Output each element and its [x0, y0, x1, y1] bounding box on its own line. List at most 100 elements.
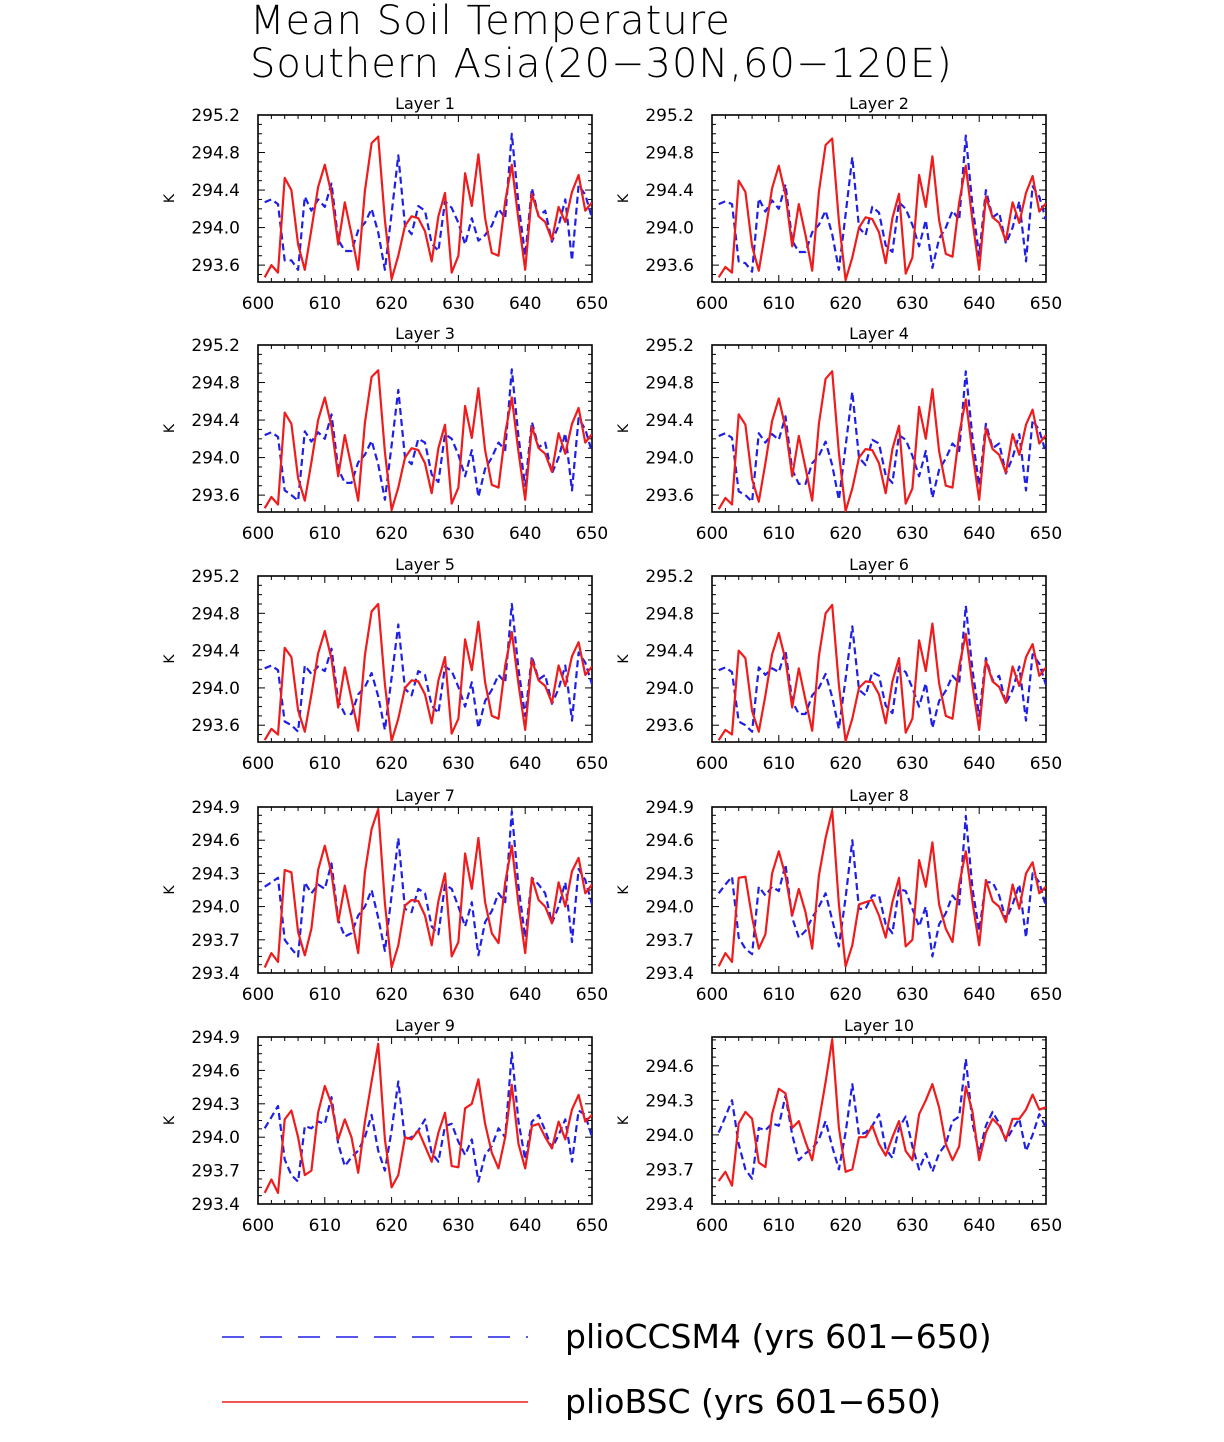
- x-tick-label: 600: [242, 294, 274, 314]
- y-tick-label: 294.4: [191, 642, 240, 662]
- y-tick-label: 295.2: [645, 567, 694, 587]
- y-tick-label: 293.6: [645, 256, 694, 276]
- x-tick-label: 600: [696, 294, 728, 314]
- y-tick-label: 294.3: [645, 1091, 694, 1111]
- x-tick-label: 610: [309, 754, 341, 774]
- x-tick-label: 640: [509, 294, 541, 314]
- y-tick-label: 294.6: [191, 1061, 240, 1081]
- panel-title: Layer 8: [849, 786, 909, 805]
- plot-frame: [711, 575, 1047, 743]
- y-tick-label: 293.6: [191, 486, 240, 506]
- series-line-bsc: [717, 809, 1046, 968]
- x-tick-label: 650: [1030, 985, 1062, 1005]
- charts-grid: Layer 1 K 600 610 620 630 640 650 293.6 294.0 294.…: [162, 94, 1062, 1236]
- y-axis-label: K: [616, 193, 632, 203]
- y-tick-label: 294.3: [191, 864, 240, 884]
- y-tick-label: 294.0: [191, 219, 240, 239]
- x-tick-label: 600: [242, 1216, 274, 1236]
- x-tick-label: 620: [375, 294, 407, 314]
- y-tick-label: 294.4: [191, 411, 240, 431]
- x-tick-label: 610: [309, 985, 341, 1005]
- x-tick-label: 600: [696, 985, 728, 1005]
- y-tick-label: 294.6: [645, 1057, 694, 1077]
- y-tick-label: 295.2: [645, 336, 694, 356]
- series-line-bsc: [717, 370, 1046, 512]
- x-tick-label: 640: [509, 985, 541, 1005]
- y-tick-label: 294.8: [191, 374, 240, 394]
- y-tick-label: 294.0: [645, 219, 694, 239]
- y-tick-label: 293.7: [645, 931, 694, 951]
- y-tick-label: 293.7: [191, 1162, 240, 1182]
- x-tick-label: 600: [242, 754, 274, 774]
- panel-layer-5: Layer 5 K 600 610 620 630 640 650 293.6 294.0 294.…: [162, 555, 608, 774]
- x-tick-label: 610: [763, 524, 795, 544]
- x-tick-label: 630: [896, 1216, 928, 1236]
- x-tick-label: 620: [375, 985, 407, 1005]
- x-tick-label: 630: [896, 985, 928, 1005]
- y-tick-label: 294.4: [645, 181, 694, 201]
- x-tick-label: 620: [375, 1216, 407, 1236]
- y-tick-label: 294.4: [645, 411, 694, 431]
- series-line-bsc: [717, 1038, 1046, 1187]
- x-tick-label: 620: [829, 1216, 861, 1236]
- y-tick-label: 294.0: [645, 679, 694, 699]
- y-tick-label: 293.6: [191, 716, 240, 736]
- x-tick-label: 640: [963, 985, 995, 1005]
- x-tick-label: 640: [509, 524, 541, 544]
- x-tick-label: 630: [442, 754, 474, 774]
- x-tick-label: 630: [896, 754, 928, 774]
- legend-label-ccsm4: plioCCSM4 (yrs 601−650): [565, 1317, 992, 1356]
- series-line-ccsm4: [263, 1051, 592, 1183]
- x-tick-label: 640: [963, 294, 995, 314]
- panel-title: Layer 6: [849, 555, 909, 574]
- panel-title: Layer 3: [395, 324, 455, 343]
- y-tick-label: 293.7: [191, 931, 240, 951]
- y-tick-label: 293.7: [645, 1160, 694, 1180]
- legend-label-bsc: plioBSC (yrs 601−650): [565, 1382, 941, 1421]
- y-tick-label: 293.6: [645, 716, 694, 736]
- panel-layer-4: Layer 4 K 600 610 620 630 640 650 293.6 294.0 294.…: [616, 324, 1062, 544]
- series-line-ccsm4: [264, 368, 592, 502]
- y-axis-label: K: [162, 654, 178, 664]
- x-tick-label: 630: [896, 294, 928, 314]
- y-axis-label: K: [616, 885, 632, 895]
- y-axis-label: K: [162, 885, 178, 895]
- series-line-ccsm4: [717, 1057, 1046, 1180]
- y-tick-label: 293.4: [191, 964, 240, 984]
- x-tick-label: 630: [896, 524, 928, 544]
- legend: plioCCSM4 (yrs 601−650) plioBSC (yrs 601…: [222, 1317, 992, 1421]
- y-tick-label: 294.0: [191, 898, 240, 918]
- x-tick-label: 650: [1030, 294, 1062, 314]
- series-line-bsc: [263, 602, 592, 742]
- y-tick-label: 294.0: [645, 1126, 694, 1146]
- x-tick-label: 630: [442, 1216, 474, 1236]
- x-tick-label: 600: [696, 754, 728, 774]
- x-tick-label: 640: [509, 1216, 541, 1236]
- x-tick-label: 610: [309, 524, 341, 544]
- y-tick-label: 293.4: [191, 1195, 240, 1215]
- x-tick-label: 650: [576, 985, 608, 1005]
- panel-layer-3: Layer 3 K 600 610 620 630 640 650 293.6 294.0 294.…: [162, 324, 608, 544]
- series-line-bsc: [263, 135, 592, 281]
- y-tick-label: 295.2: [645, 106, 694, 126]
- panel-title: Layer 2: [849, 94, 909, 113]
- x-tick-label: 620: [829, 754, 861, 774]
- series-line-bsc: [717, 137, 1046, 282]
- plot-frame: [257, 575, 593, 743]
- x-tick-label: 620: [829, 524, 861, 544]
- chart-title: Mean Soil Temperature Southern Asia(20−3…: [250, 0, 953, 86]
- panel-layer-10: Layer 10 K 600 610 620 630 640 650 293.4 293.7 294…: [616, 1016, 1062, 1236]
- x-tick-label: 620: [829, 294, 861, 314]
- y-tick-label: 294.8: [645, 374, 694, 394]
- y-tick-label: 293.6: [191, 256, 240, 276]
- y-tick-label: 294.9: [645, 798, 694, 818]
- y-tick-label: 293.4: [645, 1195, 694, 1215]
- y-tick-label: 294.9: [191, 798, 240, 818]
- chart-title-line2: Southern Asia(20−30N,60−120E): [250, 41, 953, 87]
- y-axis-label: K: [162, 1115, 178, 1125]
- x-tick-label: 650: [576, 294, 608, 314]
- series-line-ccsm4: [717, 814, 1046, 958]
- plot-frame: [711, 344, 1047, 513]
- y-axis-label: K: [162, 423, 178, 433]
- x-tick-label: 600: [242, 985, 274, 1005]
